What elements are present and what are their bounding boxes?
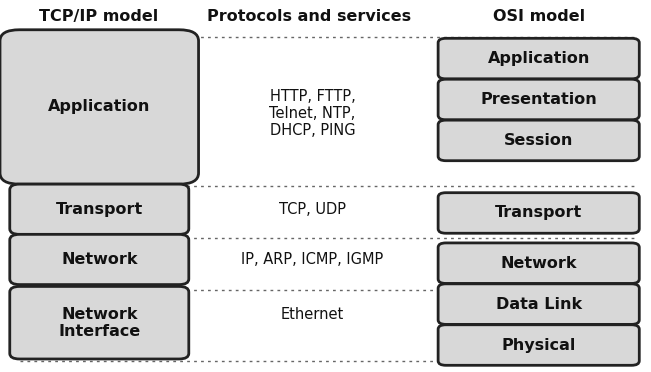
- FancyBboxPatch shape: [438, 193, 639, 233]
- Text: HTTP, FTTP,
Telnet, NTP,
DHCP, PING: HTTP, FTTP, Telnet, NTP, DHCP, PING: [270, 89, 355, 138]
- FancyBboxPatch shape: [0, 30, 199, 184]
- Text: TCP/IP model: TCP/IP model: [39, 9, 159, 24]
- FancyBboxPatch shape: [10, 286, 189, 359]
- FancyBboxPatch shape: [10, 234, 189, 285]
- Text: Network: Network: [61, 252, 137, 267]
- Text: Transport: Transport: [55, 202, 143, 217]
- FancyBboxPatch shape: [438, 38, 639, 79]
- FancyBboxPatch shape: [438, 243, 639, 283]
- Text: Presentation: Presentation: [480, 92, 597, 107]
- FancyBboxPatch shape: [10, 184, 189, 234]
- FancyBboxPatch shape: [438, 120, 639, 161]
- Text: IP, ARP, ICMP, IGMP: IP, ARP, ICMP, IGMP: [242, 252, 383, 267]
- Text: Network: Network: [501, 256, 577, 271]
- Text: TCP, UDP: TCP, UDP: [279, 202, 346, 217]
- Text: Data Link: Data Link: [495, 296, 582, 312]
- Text: OSI model: OSI model: [493, 9, 585, 24]
- Text: Physical: Physical: [501, 337, 576, 353]
- FancyBboxPatch shape: [438, 284, 639, 324]
- Text: Application: Application: [48, 99, 150, 115]
- Text: Network
Interface: Network Interface: [58, 307, 141, 339]
- FancyBboxPatch shape: [438, 79, 639, 120]
- Text: Ethernet: Ethernet: [281, 307, 344, 322]
- FancyBboxPatch shape: [438, 325, 639, 365]
- Text: Session: Session: [504, 133, 574, 148]
- Text: Transport: Transport: [495, 205, 583, 221]
- Text: Application: Application: [488, 51, 590, 66]
- Text: Protocols and services: Protocols and services: [207, 9, 411, 24]
